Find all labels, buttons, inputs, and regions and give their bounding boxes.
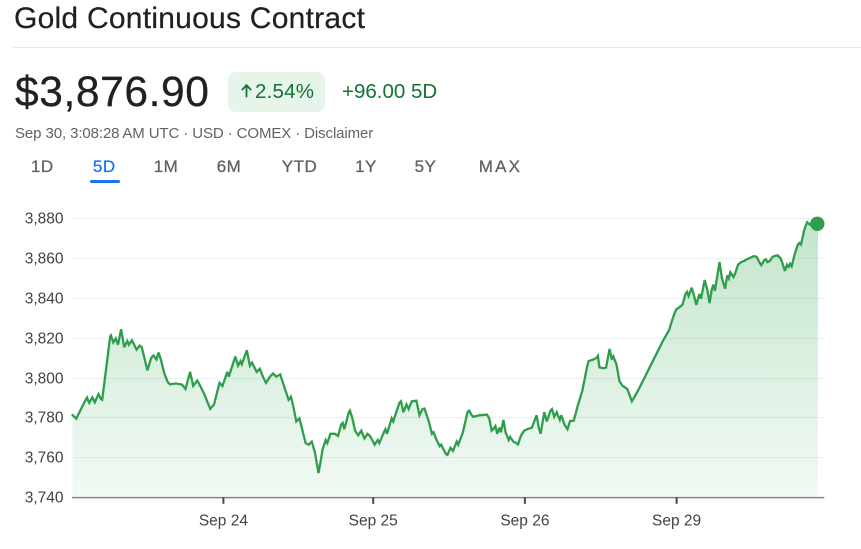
- svg-text:3,820: 3,820: [25, 331, 64, 348]
- svg-text:3,860: 3,860: [25, 251, 64, 268]
- svg-text:Sep 24: Sep 24: [199, 513, 249, 530]
- svg-text:Sep 25: Sep 25: [349, 513, 398, 530]
- svg-text:3,760: 3,760: [25, 450, 64, 467]
- svg-text:3,800: 3,800: [25, 371, 64, 388]
- svg-text:3,880: 3,880: [25, 211, 64, 228]
- svg-text:Sep 26: Sep 26: [500, 513, 549, 530]
- svg-text:3,780: 3,780: [25, 410, 64, 427]
- svg-text:Sep 29: Sep 29: [652, 513, 701, 530]
- svg-text:3,740: 3,740: [25, 490, 64, 507]
- svg-text:3,840: 3,840: [25, 291, 64, 308]
